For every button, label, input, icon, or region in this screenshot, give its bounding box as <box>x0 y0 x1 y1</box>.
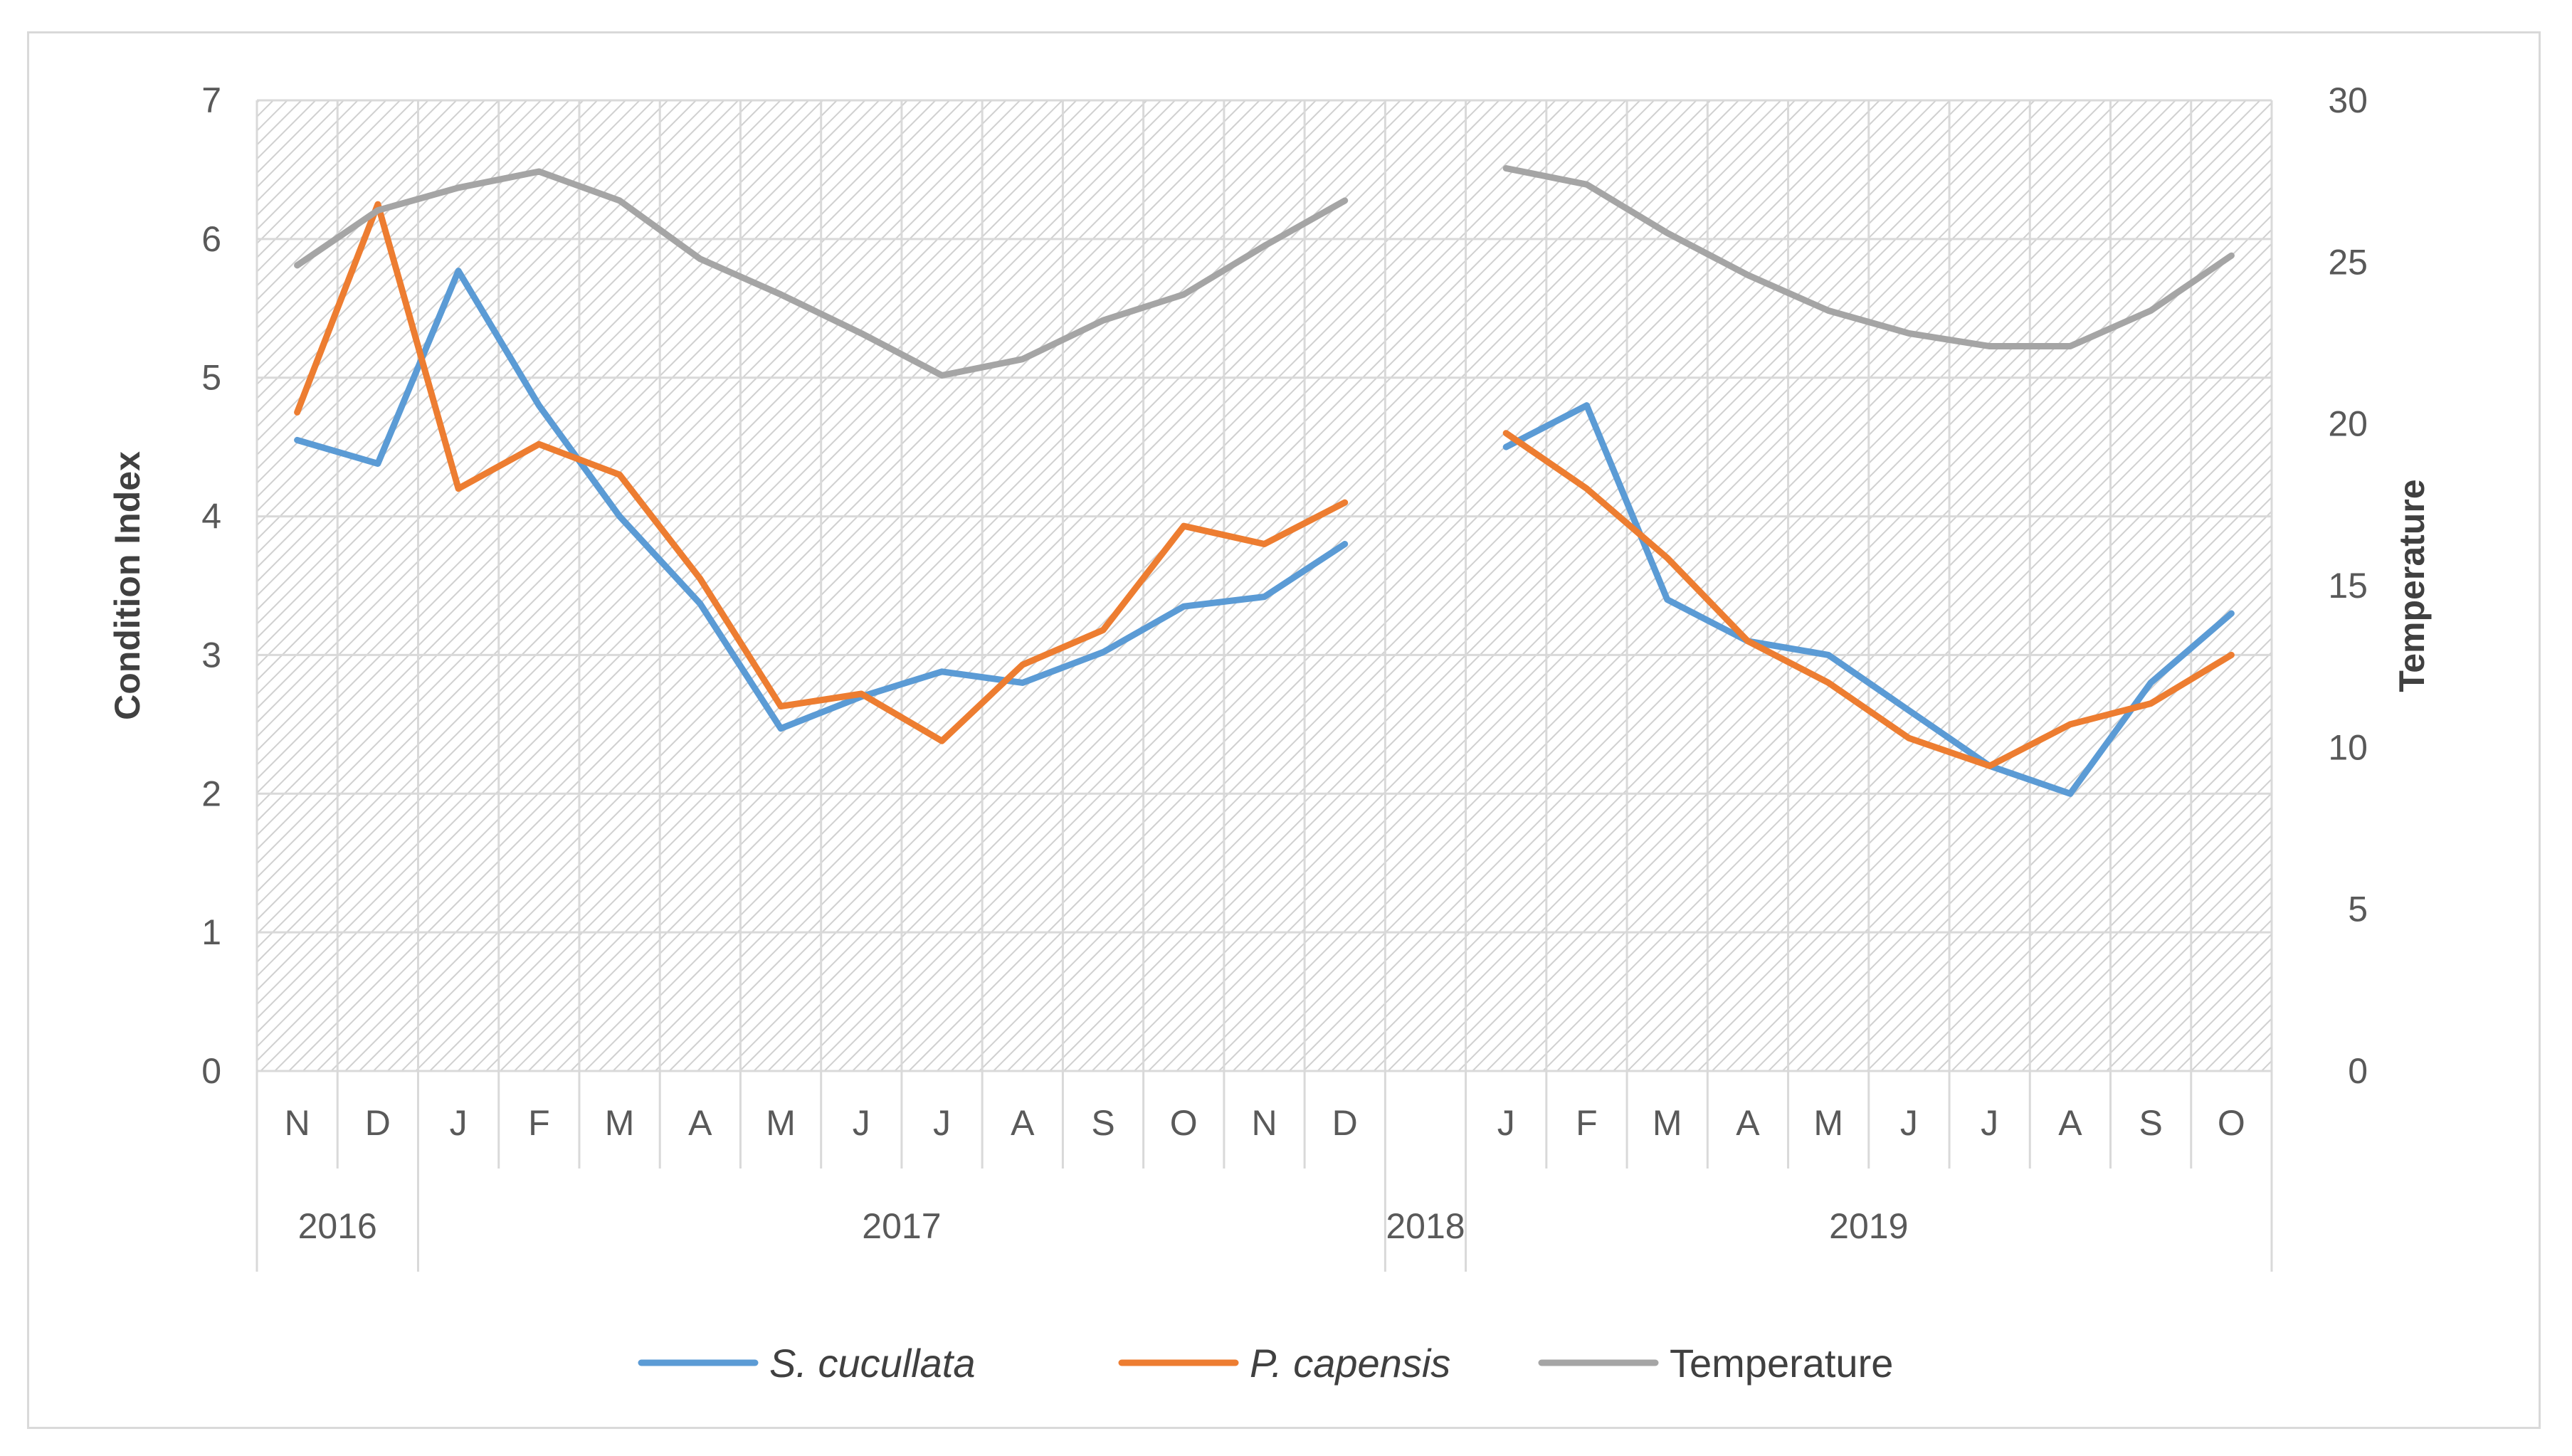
y-tick-label: 0 <box>201 1051 221 1091</box>
y2-tick-label: 20 <box>2328 404 2368 444</box>
x-tick-label: O <box>1170 1103 1198 1143</box>
year-label: 2017 <box>862 1206 941 1246</box>
y-tick-label: 5 <box>201 358 221 398</box>
x-tick-label: M <box>1653 1103 1682 1143</box>
x-tick-label: J <box>1981 1103 1998 1143</box>
legend-label-temperature: Temperature <box>1670 1341 1893 1386</box>
axes: 0 1 2 3 4 5 6 7 0 5 10 15 20 25 30 N D J F M A M J J A S O N D J F M A M J… <box>201 80 2368 1272</box>
x-tick-label: M <box>766 1103 796 1143</box>
x-tick-label: S <box>2139 1103 2162 1143</box>
y-tick-label: 7 <box>201 80 221 120</box>
chart-frame: 0 1 2 3 4 5 6 7 0 5 10 15 20 25 30 N D J F M A M J J A S O N D J F M A M J… <box>27 31 2541 1429</box>
x-tick-label: O <box>2218 1103 2245 1143</box>
y-tick-label: 6 <box>201 219 221 259</box>
y2-tick-label: 30 <box>2328 80 2368 120</box>
x-tick-label: S <box>1091 1103 1114 1143</box>
series-line-temperature <box>294 168 1349 379</box>
y-tick-label: 2 <box>201 774 221 813</box>
x-tick-label: J <box>450 1103 468 1143</box>
series-line-s-cucullata <box>294 268 1349 732</box>
x-tick-label: F <box>1576 1103 1598 1143</box>
x-tick-label: F <box>528 1103 550 1143</box>
x-tick-label: N <box>285 1103 310 1143</box>
y-axis-title: Condition Index <box>107 451 147 720</box>
y-tick-label: 1 <box>201 912 221 952</box>
chart: 0 1 2 3 4 5 6 7 0 5 10 15 20 25 30 N D J F M A M J J A S O N D J F M A M J… <box>107 80 2432 1386</box>
legend-label-s-cucullata: S. cucullata <box>769 1341 976 1386</box>
year-label: 2016 <box>298 1206 377 1246</box>
x-tick-label: N <box>1251 1103 1277 1143</box>
x-tick-label: M <box>605 1103 635 1143</box>
x-tick-label: A <box>1736 1103 1760 1143</box>
y2-axis-title: Temperature <box>2392 479 2432 692</box>
year-label: 2018 <box>1386 1206 1465 1246</box>
series-line-s-cucullata <box>1502 402 2235 797</box>
series-line-temperature <box>1502 165 2235 349</box>
x-tick-label: D <box>365 1103 391 1143</box>
x-tick-label: M <box>1813 1103 1843 1143</box>
plot-area <box>257 100 2272 1071</box>
gridlines <box>255 99 2273 1169</box>
x-tick-label: J <box>853 1103 870 1143</box>
y2-tick-label: 10 <box>2328 727 2368 767</box>
year-label: 2019 <box>1829 1206 1908 1246</box>
x-tick-label: A <box>1011 1103 1035 1143</box>
y2-tick-label: 0 <box>2348 1051 2368 1091</box>
x-tick-label: D <box>1332 1103 1358 1143</box>
series-line-p-capensis <box>294 201 1349 744</box>
y2-tick-label: 25 <box>2328 242 2368 282</box>
x-tick-label: J <box>1497 1103 1515 1143</box>
y-tick-label: 4 <box>201 497 221 537</box>
x-tick-label: A <box>2058 1103 2082 1143</box>
legend: S. cucullata P. capensis Temperature <box>638 1341 1893 1386</box>
y2-tick-label: 15 <box>2328 566 2368 606</box>
legend-label-p-capensis: P. capensis <box>1250 1341 1450 1386</box>
y-tick-label: 3 <box>201 635 221 675</box>
series-lines <box>294 165 2235 797</box>
x-tick-label: J <box>933 1103 951 1143</box>
x-tick-label: A <box>688 1103 712 1143</box>
series-line-p-capensis <box>1502 430 2235 769</box>
x-tick-label: J <box>1900 1103 1918 1143</box>
y2-tick-label: 5 <box>2348 890 2368 929</box>
